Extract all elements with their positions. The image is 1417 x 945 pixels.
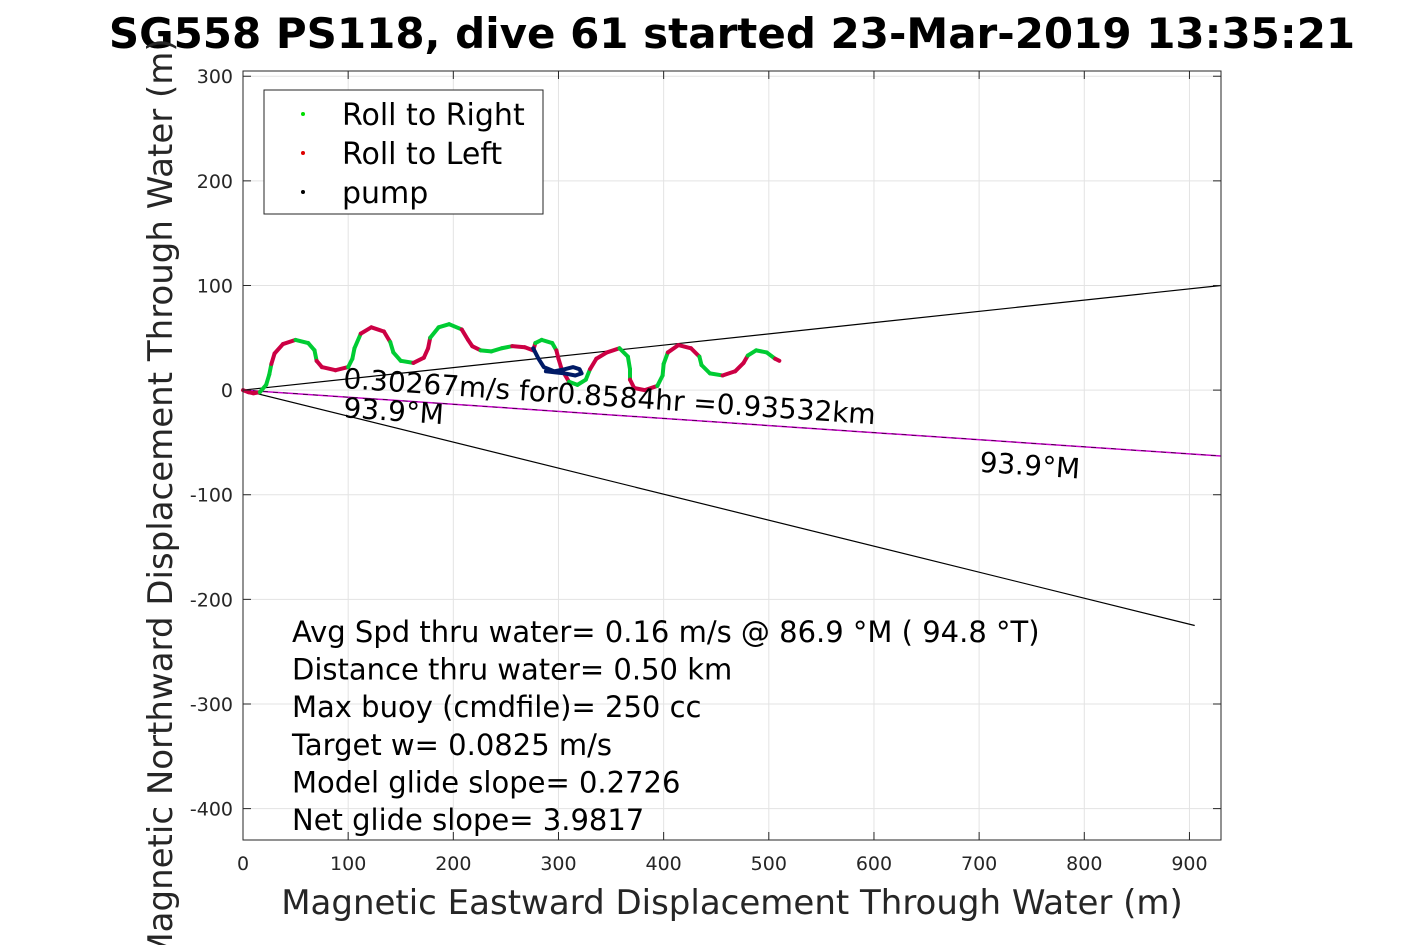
roll-left-segment: [272, 342, 285, 356]
roll-left-segment: [642, 383, 660, 393]
x-tick-label: 500: [751, 853, 787, 875]
reference-lines: [242, 284, 1222, 627]
roll-left-segment: [369, 325, 386, 334]
glider-track: [241, 322, 782, 396]
y-axis-title: Magnetic Northward Displacement Through …: [141, 38, 181, 945]
y-tick-label: -400: [190, 799, 233, 821]
y-tick-label: 200: [197, 171, 233, 193]
stats-block: Avg Spd thru water= 0.16 m/s @ 86.9 °M (…: [291, 615, 1040, 837]
x-tick-label: 900: [1171, 853, 1207, 875]
legend-label: Roll to Left: [342, 137, 502, 172]
bound-line: [242, 284, 1222, 391]
roll-left-segment: [319, 365, 338, 373]
roll-right-segment: [293, 337, 311, 346]
legend-box: [263, 89, 544, 215]
legend-marker: [301, 112, 305, 116]
roll-right-segment: [398, 358, 416, 365]
pump-segment: [531, 346, 584, 378]
heading-line-overlay: [242, 389, 1222, 457]
roll-right-segment: [447, 322, 464, 332]
heading-annotation: 93.9°M: [342, 391, 445, 431]
roll-left-segment: [773, 356, 782, 363]
x-tick-label: 200: [435, 853, 471, 875]
x-tick-label: 800: [1066, 853, 1102, 875]
roll-right-segment: [428, 325, 441, 340]
legend-label: pump: [342, 176, 428, 211]
plot-frame: [242, 70, 1222, 841]
roll-left-segment: [510, 344, 527, 350]
roll-left-segment: [280, 337, 298, 347]
roll-left-segment: [381, 329, 393, 344]
stats-line: Avg Spd thru water= 0.16 m/s @ 86.9 °M (…: [292, 615, 1040, 649]
roll-left-segment: [588, 356, 599, 372]
y-tick-label: 0: [221, 380, 233, 402]
stats-line: Max buoy (cmdfile)= 250 cc: [292, 690, 701, 724]
legend-marker: [301, 151, 305, 155]
roll-left-segment: [358, 325, 374, 336]
x-tick-label: 300: [540, 853, 576, 875]
stats-line: Model glide slope= 0.2726: [292, 765, 680, 799]
roll-left-segment: [459, 327, 471, 342]
heading-annotation: 93.9°M: [979, 446, 1082, 486]
roll-right-segment: [661, 350, 670, 366]
roll-left-segment: [720, 369, 738, 378]
roll-left-segment: [665, 343, 681, 355]
legend-label: Roll to Right: [342, 98, 525, 133]
y-tick-label: -200: [190, 589, 233, 611]
x-tick-label: 100: [330, 853, 366, 875]
axis-ticks: 0 100 200 300 400 500 600 700 800 900 300 200 100 0 -1…: [190, 66, 1221, 875]
legend-marker: [301, 190, 305, 194]
stats-line: Distance thru water= 0.50 km: [292, 653, 732, 687]
x-tick-label: 600: [856, 853, 892, 875]
y-tick-label: 100: [197, 275, 233, 297]
roll-right-segment: [625, 354, 632, 372]
roll-left-segment: [604, 346, 622, 355]
roll-right-segment: [707, 371, 725, 378]
roll-left-segment: [594, 350, 609, 361]
chart-title: SG558 PS118, dive 61 started 23-Mar-2019…: [109, 9, 1355, 58]
x-axis-title: Magnetic Eastward Displacement Through W…: [281, 883, 1183, 923]
grid: [242, 71, 1221, 840]
roll-right-segment: [352, 331, 363, 351]
y-tick-label: -100: [190, 485, 233, 507]
x-tick-label: 400: [646, 853, 682, 875]
legend: Roll to Right Roll to Left pump: [263, 89, 544, 215]
bound-line: [242, 389, 1195, 627]
x-tick-label: 0: [237, 853, 249, 875]
stats-line: Net glide slope= 3.9817: [292, 803, 644, 837]
y-tick-label: -300: [190, 694, 233, 716]
y-tick-label: 300: [197, 66, 233, 88]
x-tick-label: 700: [961, 853, 997, 875]
roll-left-segment: [676, 343, 693, 351]
stats-line: Target w= 0.0825 m/s: [291, 728, 612, 762]
roll-left-segment: [333, 365, 351, 373]
